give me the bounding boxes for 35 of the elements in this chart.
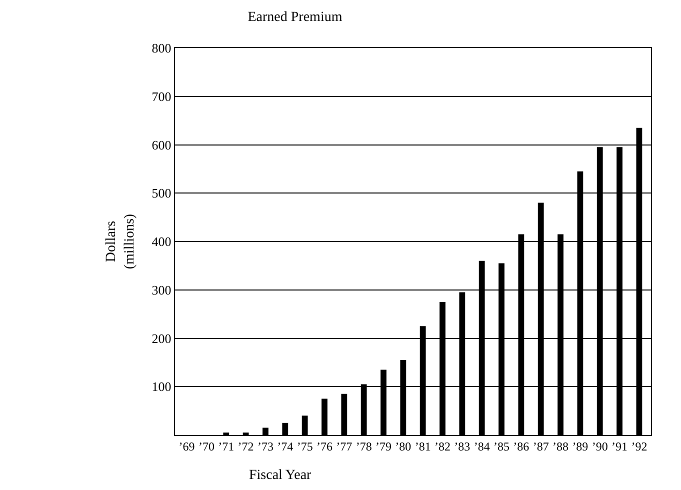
x-tick-label: ’85 [494, 440, 510, 454]
x-tick-label: ’87 [532, 440, 549, 454]
y-tick-label: 300 [152, 282, 172, 298]
y-tick-label: 400 [152, 234, 172, 250]
x-tick-label: ’71 [218, 440, 234, 454]
x-tick-label: ’81 [414, 440, 431, 454]
x-tick-label: ’79 [376, 440, 392, 454]
x-tick-label: ’91 [612, 440, 628, 454]
y-tick-label: 500 [152, 186, 172, 201]
x-tick-label: ’74 [277, 440, 294, 454]
x-axis-title: Fiscal Year [249, 468, 312, 483]
x-tick-label: ’82 [434, 440, 450, 454]
y-axis-title: Dollars (millions) [104, 214, 138, 270]
x-tick-label: ’73 [257, 440, 274, 454]
x-tick-label: ’76 [316, 440, 332, 454]
y-tick-label: 100 [152, 379, 172, 394]
chart-title: Earned Premium [248, 10, 342, 25]
x-tick-label: ’80 [395, 440, 412, 454]
x-tick-label: ’90 [592, 440, 608, 454]
y-tick-label: 200 [152, 330, 172, 346]
y-tick-label: 700 [152, 88, 172, 104]
x-tick-label: ’84 [474, 440, 490, 454]
x-tick-label: ’70 [198, 440, 214, 454]
x-tick-label: ’72 [238, 440, 254, 454]
y-tick-label: 800 [152, 40, 172, 56]
y-tick-label: 600 [152, 137, 172, 152]
x-tick-label: ’78 [356, 440, 372, 454]
x-tick-label: ’86 [513, 440, 530, 454]
x-tick-label: ’92 [631, 440, 648, 454]
x-tick-label: ’88 [552, 440, 569, 454]
x-tick-label: ’75 [296, 440, 313, 454]
x-tick-label: ’77 [336, 440, 352, 454]
x-tick-label: ’83 [454, 440, 470, 454]
x-tick-label: ’69 [178, 440, 195, 454]
x-tick-label: ’89 [572, 440, 588, 454]
